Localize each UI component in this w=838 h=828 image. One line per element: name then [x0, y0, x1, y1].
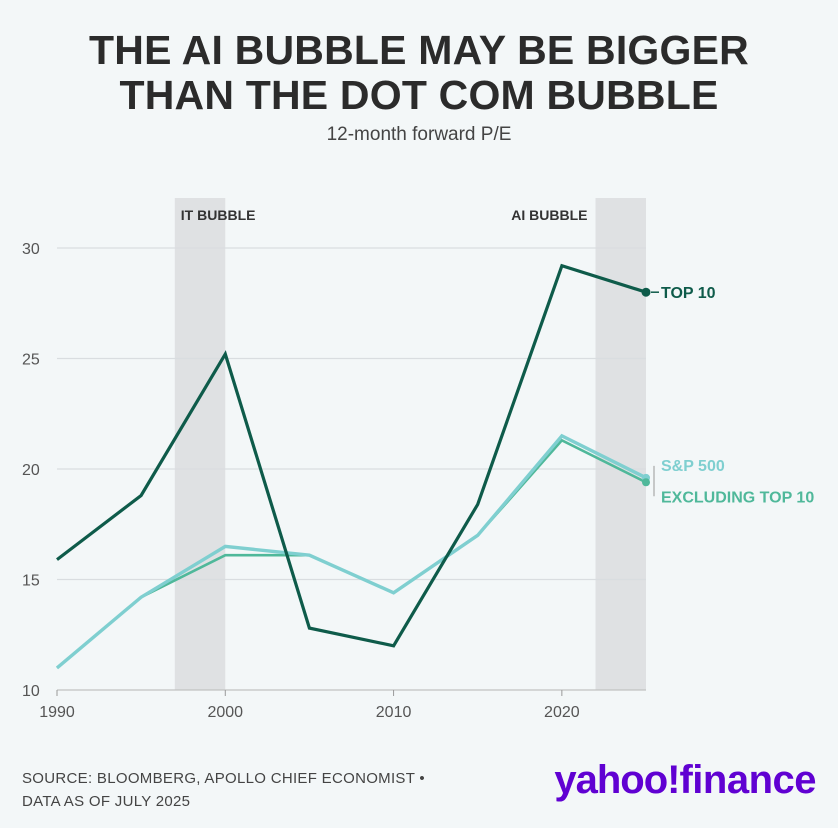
x-tick-label-1990: 1990: [39, 704, 75, 721]
logo-yahoo: yahoo!: [554, 758, 680, 802]
yahoo-finance-logo: yahoo!finance: [554, 758, 816, 803]
series-label-excluding-top-10: EXCLUDING TOP 10: [661, 489, 814, 506]
shaded-period-label-1: IT BUBBLE: [181, 207, 256, 223]
series-line-excluding-top-10: [56, 438, 647, 669]
x-tick-label-2000: 2000: [207, 704, 243, 721]
source-note: SOURCE: BLOOMBERG, APOLLO CHIEF ECONOMIS…: [22, 767, 425, 813]
series-line-s-p-500: [55, 433, 647, 670]
source-line-1: SOURCE: BLOOMBERG, APOLLO CHIEF ECONOMIS…: [22, 770, 425, 787]
shaded-period-label-2: AI BUBBLE: [511, 207, 587, 223]
end-point-top-10: [641, 287, 651, 297]
shaded-period-2: [595, 198, 646, 690]
series-label-top-10: TOP 10: [661, 285, 716, 302]
title-line-2: THAN THE DOT COM BUBBLE: [119, 72, 719, 118]
series-line-top-10: [56, 263, 647, 648]
y-tick-label-20: 20: [22, 462, 40, 479]
chart-subtitle: 12-month forward P/E: [326, 124, 512, 145]
end-point-excluding-top-10: [642, 478, 650, 487]
y-tick-label-25: 25: [22, 352, 40, 369]
title-line-1: THE AI BUBBLE MAY BE BIGGER: [89, 27, 749, 73]
x-tick-label-2020: 2020: [544, 704, 580, 721]
y-tick-label-30: 30: [22, 241, 40, 258]
source-line-2: DATA AS OF JULY 2025: [22, 793, 191, 810]
y-tick-label-10: 10: [22, 683, 40, 700]
y-tick-label-15: 15: [22, 573, 40, 590]
shaded-period-1: [174, 198, 226, 690]
series-label-sp-500: S&P 500: [661, 458, 725, 475]
chart-title: THE AI BUBBLE MAY BE BIGGER THAN THE DOT…: [0, 28, 838, 118]
logo-finance: finance: [679, 758, 816, 802]
x-tick-label-2010: 2010: [376, 704, 412, 721]
